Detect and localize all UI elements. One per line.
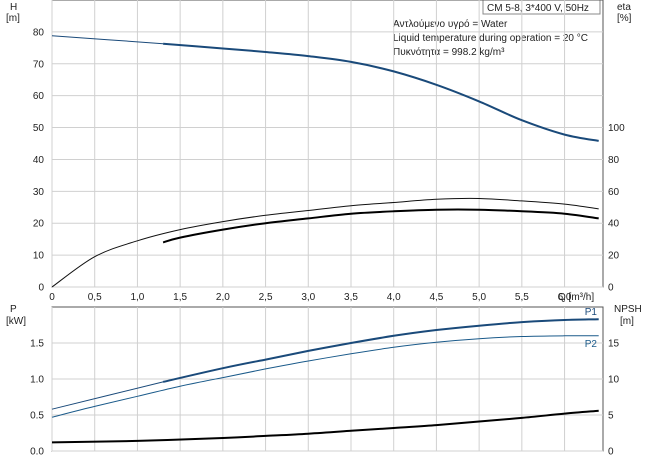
left-tick-label: 50	[33, 123, 45, 134]
x-tick-label: 3,5	[344, 292, 358, 303]
x-tick-label: 5,0	[472, 292, 486, 303]
x-tick-label: 4,0	[387, 292, 401, 303]
series-label-p2: P2	[585, 339, 598, 350]
series-line-p1	[162, 318, 599, 383]
note-density: Πυκνότητα = 998.2 kg/m³	[393, 46, 505, 58]
right-tick-label: 5	[608, 411, 614, 422]
left-tick-label: 20	[33, 219, 45, 230]
series-line-s0-extension	[51, 35, 164, 45]
right-tick-label: 0	[608, 447, 614, 458]
left-tick-label: 0.5	[30, 411, 44, 422]
model-box	[482, 0, 601, 15]
p-axis-title: P	[10, 304, 17, 315]
head-efficiency-panel: 0 0,5 1,0 1,5 2,0 2,5 3,0 3,5 4,0 4,5 5,0 5,5 6,0 0 10…	[33, 0, 625, 303]
model-label: CM 5-8, 3*400 V, 50Hz	[487, 3, 589, 14]
left-tick-label: 30	[33, 187, 45, 198]
x-tick-label: 3,0	[301, 292, 315, 303]
left-tick-label: 40	[33, 155, 45, 166]
left-tick-label: 0	[38, 283, 44, 294]
right-tick-label: 10	[608, 375, 620, 386]
right-tick-label: 15	[608, 339, 620, 350]
left-tick-label: 0.0	[30, 447, 44, 458]
npsh-axis-title: NPSH	[614, 304, 642, 315]
x-tick-label: 2,5	[259, 292, 273, 303]
series-line-p1-extension	[51, 381, 164, 410]
p-axis-unit: [kW]	[6, 316, 26, 327]
x-tick-label: 0,5	[88, 292, 102, 303]
left-tick-label: 60	[33, 91, 45, 102]
note-fluid: Αντλούμενο υγρό = Water	[393, 18, 508, 30]
x-tick-label: 4,5	[429, 292, 443, 303]
x-tick-label: 1,0	[130, 292, 144, 303]
x-tick-label: 2,0	[216, 292, 230, 303]
left-tick-label: 1.0	[30, 375, 44, 386]
eta-axis-title: eta	[617, 2, 631, 13]
series-line-s1	[51, 197, 599, 288]
x-tick-label: 6,0	[558, 292, 572, 303]
series-line-s2	[162, 208, 599, 244]
eta-axis-unit: [%]	[617, 13, 632, 24]
x-tick-label: 5,5	[515, 292, 529, 303]
x-tick-label: 1,5	[173, 292, 187, 303]
npsh-axis-unit: [m]	[620, 316, 634, 327]
right-tick-label: 20	[608, 251, 620, 262]
series-line-s2	[51, 409, 599, 444]
series-label-p1: P1	[585, 307, 598, 318]
left-tick-label: 10	[33, 251, 45, 262]
q-axis-label: Q [m³/h]	[558, 292, 594, 303]
left-tick-label: 1.5	[30, 339, 44, 350]
series-line-s0	[163, 42, 599, 142]
right-tick-label: 40	[608, 219, 620, 230]
right-tick-label: 100	[608, 123, 625, 134]
power-npsh-panel: 0.0 0.5 1.0 1.5 0 5 10 15 P1 P2	[30, 306, 620, 458]
left-tick-label: 70	[33, 59, 45, 70]
h-axis-unit: [m]	[6, 13, 20, 24]
h-axis-title: H	[10, 2, 17, 13]
left-tick-label: 80	[33, 27, 45, 38]
right-tick-label: 60	[608, 187, 620, 198]
series-line-p2	[51, 335, 599, 418]
right-tick-label: 0	[608, 283, 614, 294]
right-tick-label: 80	[608, 155, 620, 166]
x-tick-label: 0	[49, 292, 55, 303]
note-temperature: Liquid temperature during operation = 20…	[393, 33, 588, 44]
